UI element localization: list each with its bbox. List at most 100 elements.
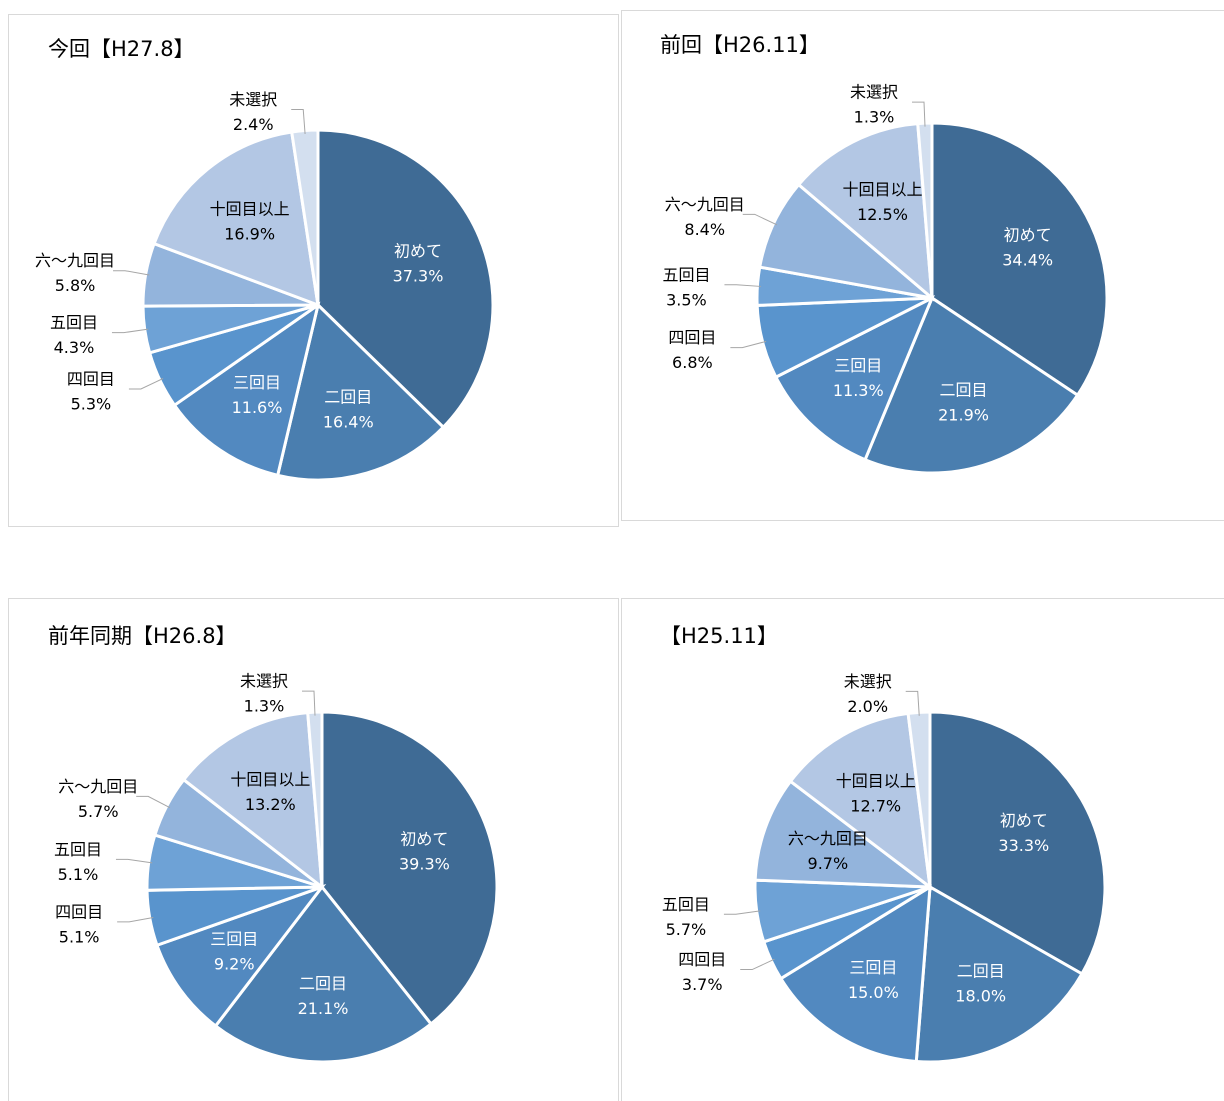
slice-value-label: 12.7%: [850, 797, 901, 816]
slice-category: 六～九回目: [35, 251, 115, 270]
slice-value-label: 1.3%: [244, 697, 285, 716]
slice-category: 十回目以上: [230, 770, 310, 789]
slice-value-label: 2.0%: [847, 697, 888, 716]
pie-slice: [155, 883, 327, 1029]
slice-value-label: 37.3%: [393, 266, 444, 285]
leader-line: [724, 284, 761, 287]
leader-line: [912, 101, 926, 127]
slice-value-label: 5.3%: [71, 395, 112, 414]
slice-category: 五回目: [50, 313, 98, 332]
pie-slice: [863, 295, 1080, 475]
panel: [621, 598, 1224, 1101]
slice-category: 二回目: [957, 961, 1005, 980]
leader-line: [113, 270, 150, 276]
chart-title: 前年同期【H26.8】: [48, 624, 237, 648]
pie-slice: [172, 301, 321, 478]
slice-category: 五回目: [54, 840, 102, 859]
slice-value-label: 33.3%: [998, 836, 1049, 855]
leader-line: [115, 858, 153, 864]
slice-category: 六～九回目: [58, 777, 138, 796]
leader-line: [723, 910, 761, 915]
pie-slice: [778, 884, 932, 1064]
leader-line: [730, 340, 767, 349]
slice-value-label: 1.3%: [854, 108, 895, 127]
slice-value-label: 2.4%: [233, 115, 274, 134]
slice-category: 未選択: [844, 672, 892, 691]
chart-title: 今回【H27.8】: [48, 37, 195, 61]
slice-category: 四回目: [668, 328, 716, 347]
slice-category: 五回目: [662, 265, 710, 284]
pie-slice: [928, 710, 1107, 976]
slice-value-label: 5.8%: [55, 276, 96, 295]
slice-value-label: 12.5%: [857, 205, 908, 224]
leader-line: [291, 109, 306, 135]
slice-category: 初めて: [1004, 225, 1052, 244]
leader-line: [111, 328, 149, 334]
slice-category: 三回目: [849, 958, 897, 977]
slice-value-label: 9.7%: [808, 854, 849, 873]
slice-category: 二回目: [324, 388, 372, 407]
slice-category: 初めて: [400, 830, 448, 849]
pie-slice: [275, 302, 446, 482]
leader-line: [301, 690, 316, 716]
slice-category: 初めて: [1000, 811, 1048, 830]
slice-category: 四回目: [55, 902, 103, 921]
leader-line: [117, 917, 154, 923]
leader-line: [905, 690, 920, 716]
slice-category: 二回目: [940, 380, 988, 399]
slice-category: 四回目: [67, 370, 115, 389]
slice-category: 未選択: [229, 90, 277, 109]
panel: [8, 14, 619, 527]
slice-value-label: 3.5%: [666, 290, 707, 309]
slice-category: 三回目: [834, 356, 882, 375]
slice-category: 三回目: [233, 373, 281, 392]
slice-value-label: 5.7%: [78, 802, 119, 821]
slice-value-label: 5.1%: [58, 865, 99, 884]
slice-value-label: 13.2%: [245, 795, 296, 814]
slice-category: 十回目以上: [836, 772, 916, 791]
leader-line: [740, 958, 775, 971]
slice-value-label: 16.4%: [323, 413, 374, 432]
pie-slice: [152, 130, 320, 308]
slice-value-label: 9.2%: [214, 954, 255, 973]
slice-value-label: 21.9%: [938, 405, 989, 424]
slice-category: 六～九回目: [665, 195, 745, 214]
leader-line: [128, 378, 164, 390]
pie-slice: [753, 779, 935, 889]
slice-category: 六～九回目: [788, 829, 868, 848]
chart-title: 【H25.11】: [660, 624, 778, 648]
pie-slice: [796, 121, 934, 302]
panel: [8, 598, 619, 1101]
slice-value-label: 34.4%: [1002, 250, 1053, 269]
slice-value-label: 3.7%: [682, 975, 723, 994]
slice-value-label: 6.8%: [672, 353, 713, 372]
slice-category: 二回目: [299, 974, 347, 993]
slice-category: 十回目以上: [842, 180, 922, 199]
slice-category: 未選択: [240, 672, 288, 691]
slice-value-label: 5.1%: [59, 927, 100, 946]
slice-value-label: 16.9%: [224, 224, 275, 243]
pie-slice: [773, 294, 935, 462]
slice-category: 五回目: [662, 895, 710, 914]
slice-value-label: 18.0%: [955, 986, 1006, 1005]
slice-category: 未選択: [850, 83, 898, 102]
panel: [621, 10, 1224, 521]
slice-category: 初めて: [394, 241, 442, 260]
pie-slice: [316, 128, 495, 430]
slice-value-label: 5.7%: [666, 920, 707, 939]
pie-slice: [181, 710, 324, 891]
slice-category: 三回目: [210, 929, 258, 948]
slice-value-label: 39.3%: [399, 855, 450, 874]
slice-category: 四回目: [678, 950, 726, 969]
slice-value-label: 4.3%: [54, 338, 95, 357]
slice-value-label: 11.3%: [833, 381, 884, 400]
pie-slice: [788, 711, 932, 891]
slice-value-label: 21.1%: [298, 999, 349, 1018]
pie-slice: [213, 884, 434, 1064]
chart-title: 前回【H26.11】: [660, 33, 820, 57]
leader-line: [136, 795, 171, 809]
slice-category: 十回目以上: [210, 199, 290, 218]
pie-slice: [914, 884, 1084, 1064]
